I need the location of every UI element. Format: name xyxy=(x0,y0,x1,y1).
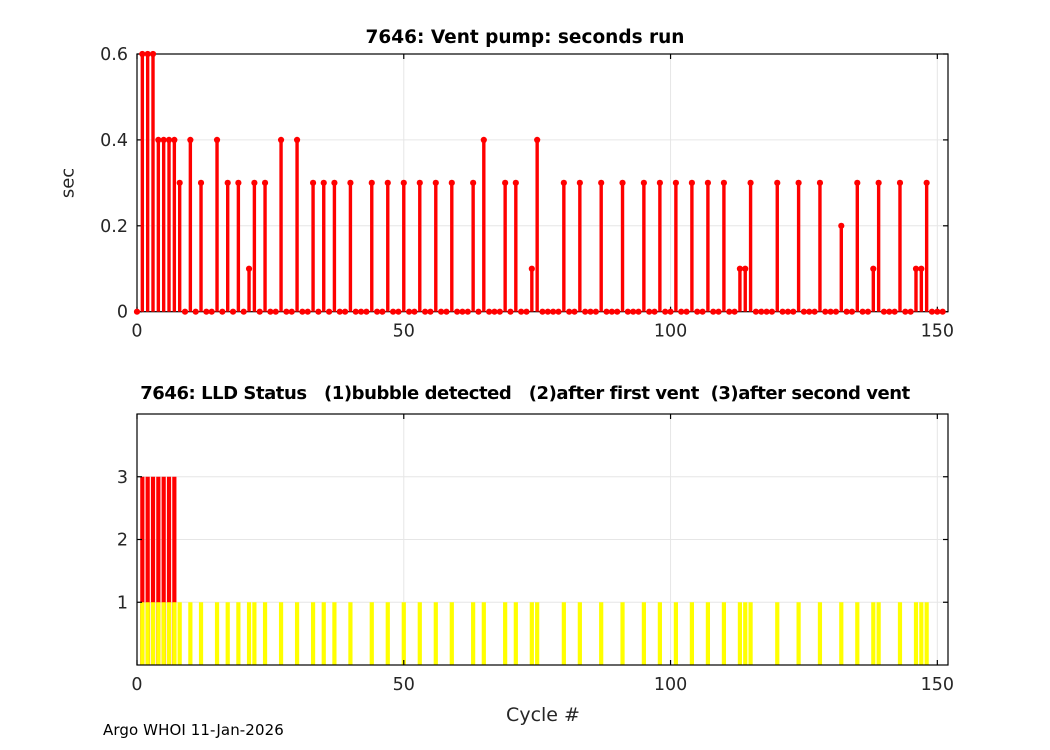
bottom-chart-axes xyxy=(136,413,949,666)
svg-text:2: 2 xyxy=(117,531,128,551)
svg-text:1: 1 xyxy=(117,593,128,613)
top-chart-ylabel: sec xyxy=(57,167,79,199)
svg-text:50: 50 xyxy=(393,675,415,695)
svg-text:0: 0 xyxy=(131,675,142,695)
bottom-chart-bars-yellow xyxy=(140,602,929,665)
svg-text:0: 0 xyxy=(117,303,128,323)
svg-text:100: 100 xyxy=(654,322,687,342)
top-chart-tick-labels: 0 50 100 150 0 0.2 0.4 0.6 xyxy=(100,45,954,342)
bottom-chart-title: 7646: LLD Status (1)bubble detected (2)a… xyxy=(140,383,910,404)
svg-text:0.6: 0.6 xyxy=(100,45,128,65)
svg-text:100: 100 xyxy=(654,675,687,695)
svg-text:0.4: 0.4 xyxy=(100,131,128,151)
bottom-chart-bars-red xyxy=(140,476,177,665)
svg-text:0: 0 xyxy=(131,322,142,342)
svg-text:3: 3 xyxy=(117,468,128,488)
svg-text:0.2: 0.2 xyxy=(100,217,128,237)
bottom-chart-tick-labels: 0 50 100 150 1 2 3 xyxy=(117,468,954,695)
svg-text:150: 150 xyxy=(921,675,954,695)
footer-credit: Argo WHOI 11-Jan-2026 xyxy=(103,721,284,739)
svg-text:150: 150 xyxy=(921,322,954,342)
top-chart-grid xyxy=(137,54,948,312)
top-chart-stem-series xyxy=(133,50,946,315)
svg-text:50: 50 xyxy=(393,322,415,342)
bottom-chart-grid xyxy=(137,414,948,665)
bottom-chart-xlabel: Cycle # xyxy=(506,704,580,726)
top-chart-axes xyxy=(136,53,949,313)
top-chart-title: 7646: Vent pump: seconds run xyxy=(365,27,685,48)
